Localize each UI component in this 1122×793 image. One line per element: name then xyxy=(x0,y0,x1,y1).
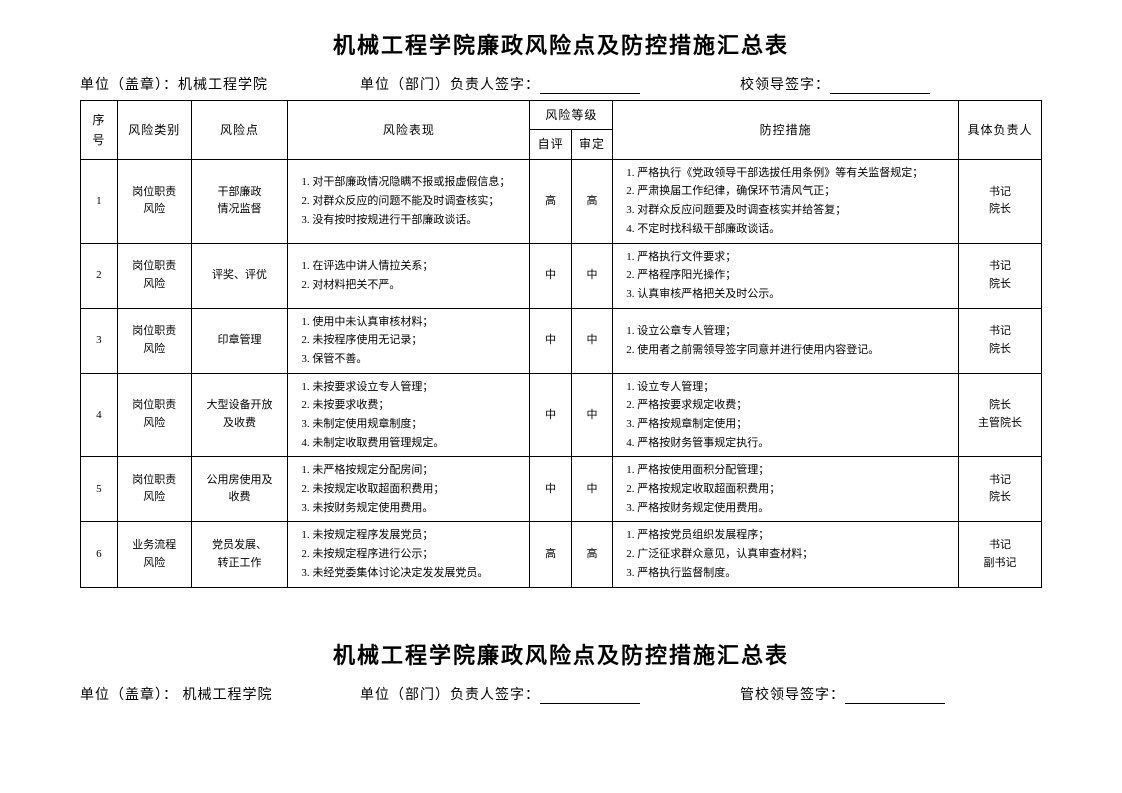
cell-control: 严格执行《党政领导干部选拔任用条例》等有关监督规定；严肃换届工作纪律，确保环节清… xyxy=(613,159,959,243)
cell-idx: 4 xyxy=(81,373,118,457)
th-level: 风险等级 xyxy=(530,101,613,130)
th-level-judge: 审定 xyxy=(571,130,612,159)
page-title-2: 机械工程学院廉政风险点及防控措施汇总表 xyxy=(80,638,1042,670)
th-control: 防控措施 xyxy=(613,101,959,160)
cell-idx: 2 xyxy=(81,243,118,308)
page-title: 机械工程学院廉政风险点及防控措施汇总表 xyxy=(80,28,1042,60)
th-category: 风险类别 xyxy=(117,101,191,160)
signature-row-2: 单位（盖章）： 机械工程学院 单位（部门）负责人签字： 管校领导签字： xyxy=(80,684,1042,704)
cell-level-judge: 中 xyxy=(571,457,612,522)
cell-perform: 在评选中讲人情拉关系；对材料把关不严。 xyxy=(288,243,530,308)
leader-label-2: 管校领导签字： xyxy=(740,688,845,703)
cell-resp: 院长主管院长 xyxy=(958,373,1041,457)
cell-resp: 书记院长 xyxy=(958,243,1041,308)
leader-line-2 xyxy=(845,689,945,704)
cell-perform: 对干部廉政情况隐瞒不报或报虚假信息；对群众反应的问题不能及时调查核实；没有按时按… xyxy=(288,159,530,243)
cell-level-judge: 高 xyxy=(571,159,612,243)
leader-line xyxy=(830,79,930,94)
cell-perform: 未按规定程序发展党员；未按规定程序进行公示；未经党委集体讨论决定发发展党员。 xyxy=(288,522,530,587)
cell-level-self: 中 xyxy=(530,243,571,308)
cell-resp: 书记副书记 xyxy=(958,522,1041,587)
cell-control: 严格执行文件要求；严格程序阳光操作；认真审核严格把关及时公示。 xyxy=(613,243,959,308)
cell-point: 干部廉政情况监督 xyxy=(191,159,288,243)
cell-level-self: 高 xyxy=(530,159,571,243)
cell-level-judge: 中 xyxy=(571,243,612,308)
th-point: 风险点 xyxy=(191,101,288,160)
cell-level-self: 中 xyxy=(530,308,571,373)
cell-control: 严格按党员组织发展程序；广泛征求群众意见，认真审查材料；严格执行监督制度。 xyxy=(613,522,959,587)
cell-level-judge: 中 xyxy=(571,308,612,373)
signer-line-2 xyxy=(540,689,640,704)
cell-category: 岗位职责风险 xyxy=(117,373,191,457)
cell-level-self: 中 xyxy=(530,373,571,457)
cell-control: 设立专人管理；严格按要求规定收费；严格按规章制定使用；严格按财务管事规定执行。 xyxy=(613,373,959,457)
leader-label: 校领导签字： xyxy=(740,78,830,93)
th-idx: 序号 xyxy=(81,101,118,160)
unit-label-2: 单位（盖章）： xyxy=(80,688,178,703)
cell-idx: 6 xyxy=(81,522,118,587)
th-resp: 具体负责人 xyxy=(958,101,1041,160)
signer-label-2: 单位（部门）负责人签字： xyxy=(360,688,540,703)
risk-table: 序号 风险类别 风险点 风险表现 风险等级 防控措施 具体负责人 自评 审定 1… xyxy=(80,100,1042,588)
table-row: 2岗位职责风险评奖、评优在评选中讲人情拉关系；对材料把关不严。中中严格执行文件要… xyxy=(81,243,1042,308)
cell-idx: 5 xyxy=(81,457,118,522)
cell-idx: 1 xyxy=(81,159,118,243)
cell-perform: 使用中未认真审核材料；未按程序使用无记录；保管不善。 xyxy=(288,308,530,373)
cell-level-self: 中 xyxy=(530,457,571,522)
table-row: 5岗位职责风险公用房使用及收费未严格按规定分配房间；未按规定收取超面积费用；未按… xyxy=(81,457,1042,522)
cell-level-judge: 中 xyxy=(571,373,612,457)
cell-perform: 未按要求设立专人管理；未按要求收费；未制定使用规章制度；未制定收取费用管理规定。 xyxy=(288,373,530,457)
cell-idx: 3 xyxy=(81,308,118,373)
cell-category: 岗位职责风险 xyxy=(117,159,191,243)
th-level-self: 自评 xyxy=(530,130,571,159)
unit-name-2: 机械工程学院 xyxy=(183,688,273,703)
cell-point: 大型设备开放及收费 xyxy=(191,373,288,457)
cell-level-judge: 高 xyxy=(571,522,612,587)
cell-category: 岗位职责风险 xyxy=(117,308,191,373)
cell-level-self: 高 xyxy=(530,522,571,587)
table-row: 6业务流程风险党员发展、转正工作未按规定程序发展党员；未按规定程序进行公示；未经… xyxy=(81,522,1042,587)
cell-point: 印章管理 xyxy=(191,308,288,373)
table-row: 1岗位职责风险干部廉政情况监督对干部廉政情况隐瞒不报或报虚假信息；对群众反应的问… xyxy=(81,159,1042,243)
signature-row-1: 单位（盖章）：机械工程学院 单位（部门）负责人签字： 校领导签字： xyxy=(80,74,1042,94)
unit-label: 单位（盖章）： xyxy=(80,78,178,93)
cell-resp: 书记院长 xyxy=(958,159,1041,243)
cell-point: 党员发展、转正工作 xyxy=(191,522,288,587)
cell-control: 设立公章专人管理；使用者之前需领导签字同意并进行使用内容登记。 xyxy=(613,308,959,373)
table-row: 4岗位职责风险大型设备开放及收费未按要求设立专人管理；未按要求收费；未制定使用规… xyxy=(81,373,1042,457)
cell-category: 岗位职责风险 xyxy=(117,243,191,308)
cell-resp: 书记院长 xyxy=(958,308,1041,373)
cell-point: 公用房使用及收费 xyxy=(191,457,288,522)
cell-point: 评奖、评优 xyxy=(191,243,288,308)
table-row: 3岗位职责风险印章管理使用中未认真审核材料；未按程序使用无记录；保管不善。中中设… xyxy=(81,308,1042,373)
cell-category: 业务流程风险 xyxy=(117,522,191,587)
cell-perform: 未严格按规定分配房间；未按规定收取超面积费用；未按财务规定使用费用。 xyxy=(288,457,530,522)
cell-resp: 书记院长 xyxy=(958,457,1041,522)
cell-control: 严格按使用面积分配管理；严格按规定收取超面积费用；严格按财务规定使用费用。 xyxy=(613,457,959,522)
cell-category: 岗位职责风险 xyxy=(117,457,191,522)
signer-label: 单位（部门）负责人签字： xyxy=(360,78,540,93)
unit-name: 机械工程学院 xyxy=(178,78,268,93)
th-perform: 风险表现 xyxy=(288,101,530,160)
signer-line xyxy=(540,79,640,94)
